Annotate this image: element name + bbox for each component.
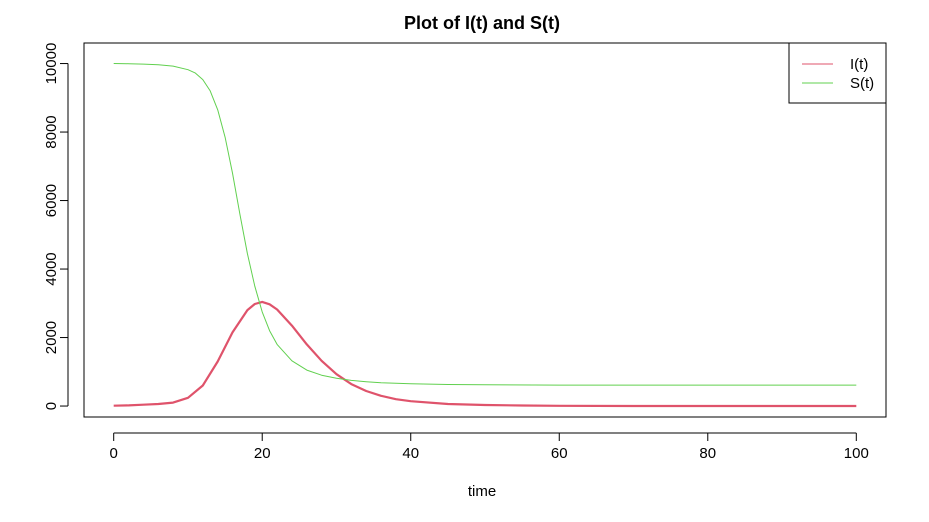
- y-tick-label: 10000: [43, 43, 60, 85]
- legend-label-i-t: I(t): [850, 56, 868, 73]
- series-line-s-t: [113, 63, 857, 386]
- x-tick-label: 40: [402, 445, 419, 462]
- y-tick-label: 2000: [43, 321, 60, 354]
- x-tick-label: 60: [551, 445, 568, 462]
- y-tick-label: 0: [43, 402, 60, 410]
- x-axis: 0 20 40 60 80 100: [110, 432, 869, 462]
- x-axis-title: time: [468, 483, 496, 500]
- legend: I(t) S(t): [788, 42, 887, 104]
- series-line-i-t: [113, 300, 857, 408]
- y-axis: 0 2000 4000 6000 8000 10000: [43, 43, 69, 410]
- x-tick-label: 0: [110, 445, 118, 462]
- legend-label-s-t: S(t): [850, 75, 874, 92]
- x-tick-label: 80: [699, 445, 716, 462]
- y-tick-label: 6000: [43, 184, 60, 217]
- x-tick-label: 20: [254, 445, 271, 462]
- plot-frame: [83, 42, 887, 418]
- y-tick-label: 8000: [43, 115, 60, 148]
- legend-box: [788, 42, 887, 104]
- x-tick-label: 100: [844, 445, 869, 462]
- chart-title: Plot of I(t) and S(t): [404, 13, 560, 33]
- plot-lines: [113, 63, 857, 408]
- y-tick-label: 4000: [43, 252, 60, 285]
